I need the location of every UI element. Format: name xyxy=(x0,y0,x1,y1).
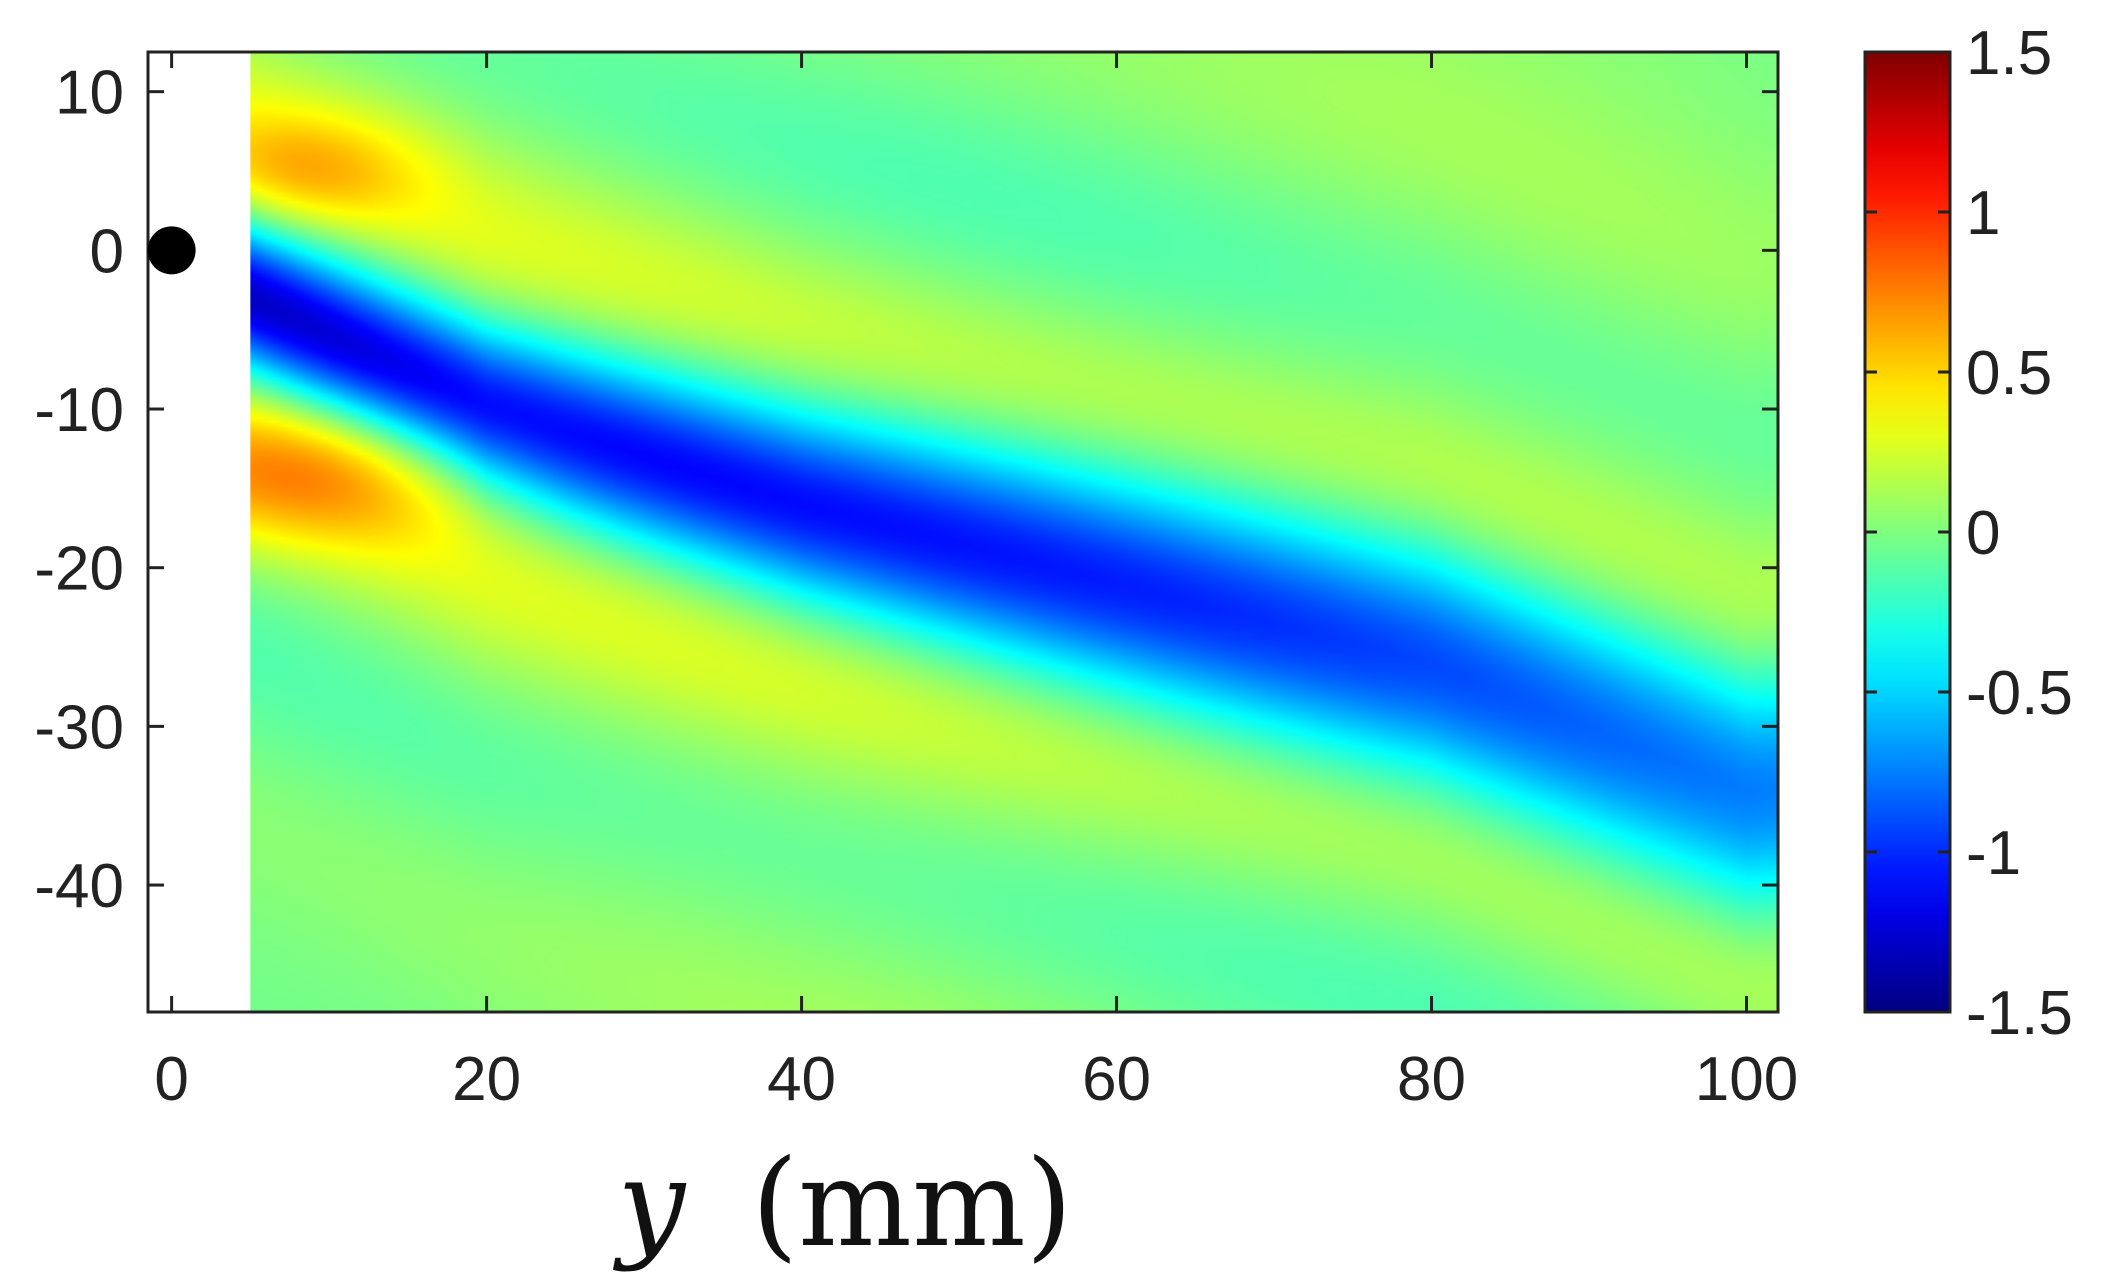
colorbar-ticks: 1.5 1 0.5 0 -0.5 -1 -1.5 xyxy=(1865,19,2073,1048)
y-tick-label: 10 xyxy=(55,59,124,128)
colorbar-tick-label: 1 xyxy=(1966,179,2000,248)
x-tick-label: 0 xyxy=(154,1045,188,1114)
x-tick-label: 40 xyxy=(767,1045,836,1114)
colorbar-tick-label: -1.5 xyxy=(1966,979,2073,1048)
colorbar xyxy=(1863,50,1952,1014)
colorbar-tick-label: 0 xyxy=(1966,499,2000,568)
x-tick-label: 20 xyxy=(452,1045,521,1114)
plot-frame xyxy=(146,50,1780,1014)
x-axis-ticks: 0 20 40 60 80 100 xyxy=(154,52,1798,1114)
y-axis-ticks: 10 0 -10 -20 -30 -40 xyxy=(34,59,1778,921)
x-axis-unit: (mm) xyxy=(751,1135,1072,1274)
x-tick-label: 60 xyxy=(1082,1045,1151,1114)
y-tick-label: -20 xyxy=(34,535,124,604)
x-axis-label: y (mm) xyxy=(612,1135,1072,1274)
x-tick-label: 80 xyxy=(1397,1045,1466,1114)
source-marker-dot xyxy=(147,226,196,275)
y-tick-label: 0 xyxy=(90,217,124,286)
y-tick-label: -30 xyxy=(34,693,124,762)
colorbar-tick-label: 0.5 xyxy=(1966,339,2052,408)
colorbar-tick-label: -0.5 xyxy=(1966,659,2073,728)
x-axis-variable: y xyxy=(612,1135,687,1274)
colorbar-tick-label: 1.5 xyxy=(1966,19,2052,88)
x-tick-label: 100 xyxy=(1695,1045,1798,1114)
y-tick-label: -40 xyxy=(34,852,124,921)
colorbar-tick-label: -1 xyxy=(1966,819,2021,888)
y-tick-label: -10 xyxy=(34,376,124,445)
heatmap-image xyxy=(250,52,1778,1012)
